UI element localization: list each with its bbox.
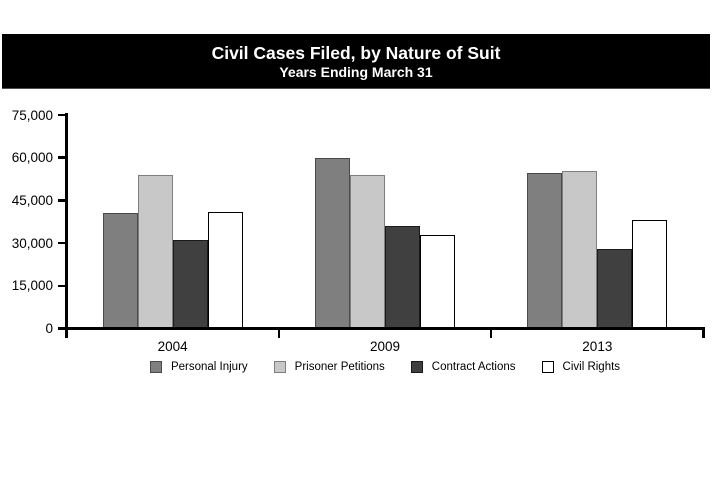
legend-label: Personal Injury — [170, 361, 248, 373]
legend: Personal Injury Prisoner Petitions Contrac… — [66, 361, 704, 373]
x-category-label: 2004 — [157, 339, 188, 354]
x-category-label: 2009 — [369, 339, 401, 354]
bar-contract-actions — [172, 240, 208, 329]
x-category-label: 2013 — [582, 339, 613, 354]
legend-label: Contract Actions — [431, 361, 516, 373]
y-axis-tick — [57, 199, 65, 202]
bar-personal-injury — [315, 157, 350, 329]
y-axis-tick — [57, 113, 65, 117]
x-axis-tick — [489, 329, 493, 338]
bar-civil-rights — [420, 234, 455, 329]
legend-label: Civil Rights — [562, 361, 621, 373]
y-axis-tick-label: 0 — [45, 321, 53, 336]
y-axis-tick — [57, 327, 65, 330]
legend-label: Prisoner Petitions — [294, 361, 385, 373]
x-axis-tick — [277, 329, 281, 338]
chart-title-bar: Civil Cases Filed, by Nature of Suit Yea… — [2, 34, 710, 89]
y-axis-tick-label: 30,000 — [11, 235, 53, 251]
x-axis-tick — [65, 329, 68, 338]
bar-personal-injury — [102, 213, 138, 329]
legend-swatch-icon — [149, 361, 162, 373]
x-axis-line — [64, 326, 705, 331]
y-axis-tick-label: 75,000 — [11, 107, 53, 123]
chart-subtitle: Years Ending March 31 — [279, 63, 433, 80]
bar-prisoner-petitions — [137, 174, 173, 329]
legend-swatch-icon — [541, 361, 554, 373]
bar-prisoner-petitions — [350, 174, 385, 329]
y-axis-tick — [57, 241, 65, 245]
bar-personal-injury — [527, 173, 563, 329]
bar-prisoner-petitions — [562, 170, 598, 329]
y-axis-tick — [57, 284, 65, 288]
y-axis-tick-label: 60,000 — [11, 150, 53, 166]
legend-swatch-icon — [410, 361, 423, 373]
legend-swatch-icon — [273, 361, 286, 373]
y-axis-line — [64, 113, 69, 338]
bar-contract-actions — [597, 248, 633, 329]
y-axis-tick — [57, 156, 65, 159]
bar-civil-rights — [632, 220, 668, 329]
legend-item: Civil Rights — [541, 361, 621, 373]
bar-civil-rights — [207, 211, 243, 329]
legend-item: Personal Injury — [149, 361, 248, 373]
x-axis-tick — [702, 329, 705, 338]
bar-contract-actions — [385, 226, 420, 329]
legend-item: Contract Actions — [410, 361, 516, 373]
y-axis-tick-label: 45,000 — [11, 192, 53, 208]
chart-title: Civil Cases Filed, by Nature of Suit — [211, 42, 501, 63]
y-axis-tick-label: 15,000 — [11, 278, 53, 294]
legend-item: Prisoner Petitions — [273, 361, 385, 373]
